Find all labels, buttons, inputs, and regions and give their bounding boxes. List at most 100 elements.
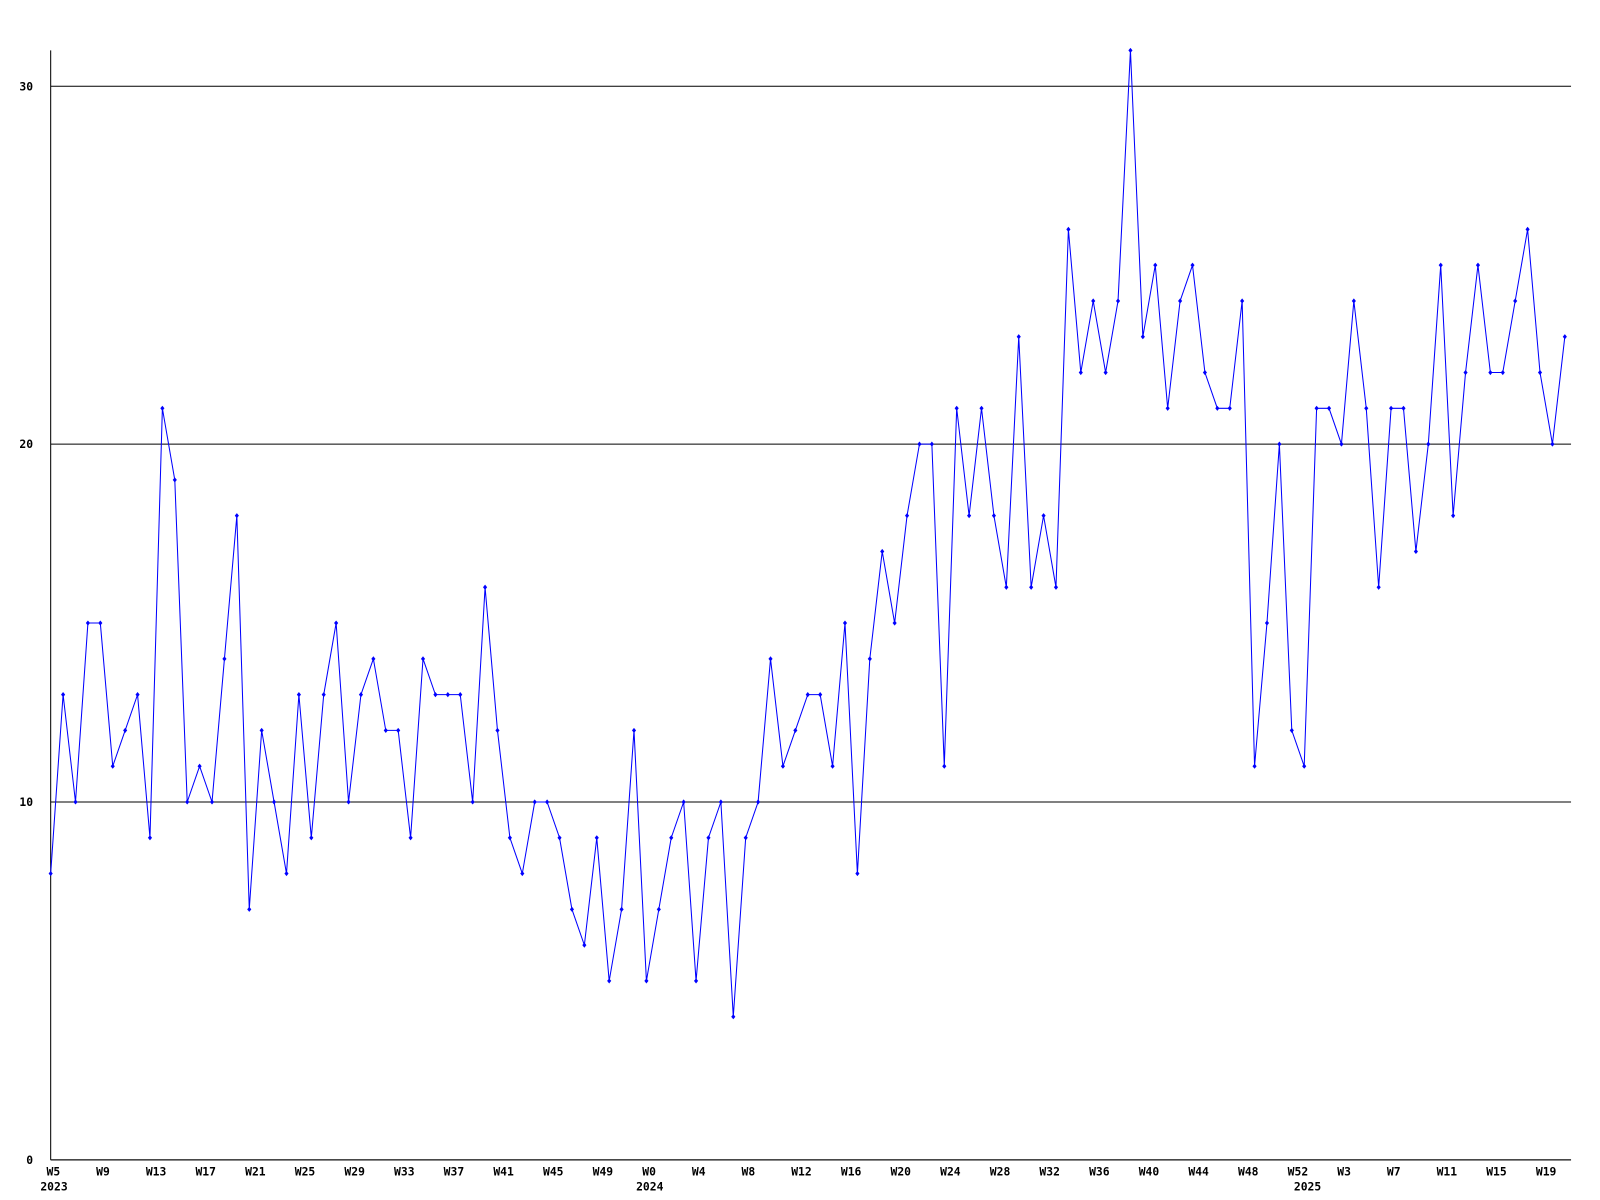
point — [892, 620, 897, 626]
point — [669, 835, 674, 841]
x-tick-label: W28 — [990, 1164, 1011, 1178]
point — [420, 656, 426, 662]
point — [644, 978, 649, 984]
point — [805, 692, 810, 698]
x-tick-label: W8 — [742, 1164, 756, 1178]
point — [594, 835, 599, 841]
point — [445, 692, 450, 698]
point — [1302, 763, 1307, 769]
point — [73, 799, 78, 805]
x-tick-label: W13 — [146, 1164, 167, 1178]
point — [1562, 334, 1567, 340]
point — [656, 906, 661, 912]
point — [1550, 441, 1555, 447]
point — [172, 477, 177, 483]
point — [768, 656, 773, 662]
point — [693, 978, 699, 984]
point — [1339, 441, 1344, 447]
x-tick-label: W44 — [1188, 1164, 1209, 1178]
point — [1389, 405, 1394, 411]
point — [756, 799, 761, 805]
x-tick-label: W16 — [841, 1164, 862, 1178]
point — [247, 906, 252, 912]
point — [582, 942, 587, 948]
point — [458, 692, 463, 698]
point — [979, 405, 984, 411]
point — [1115, 298, 1121, 304]
point — [1240, 298, 1245, 304]
point — [495, 727, 500, 733]
point — [383, 727, 388, 733]
point — [818, 692, 823, 698]
x-tick-label: W4 — [692, 1164, 706, 1178]
x-tick-label: W0 — [642, 1164, 656, 1178]
x-tick-label: W17 — [195, 1164, 216, 1178]
point — [569, 906, 575, 912]
x-tick-label: W41 — [493, 1164, 514, 1178]
point — [1103, 369, 1108, 376]
point — [1513, 298, 1518, 304]
point — [1202, 369, 1207, 376]
point — [1091, 298, 1096, 304]
point — [830, 763, 835, 769]
point — [408, 835, 413, 841]
point — [1041, 513, 1046, 519]
point — [917, 441, 922, 447]
x-tick-label: W24 — [940, 1164, 961, 1178]
point — [1364, 405, 1369, 411]
point — [1066, 226, 1071, 232]
point — [1153, 262, 1158, 268]
point — [222, 656, 227, 662]
x-tick-label: W52 — [1288, 1164, 1309, 1178]
point — [991, 513, 996, 519]
x-tick-label: W37 — [444, 1164, 465, 1178]
point — [309, 835, 314, 841]
point — [1537, 369, 1543, 376]
point — [867, 656, 872, 662]
x-tick-label: W12 — [791, 1164, 812, 1178]
point — [1475, 262, 1481, 268]
x-tick-label: W21 — [245, 1164, 266, 1178]
point — [1438, 262, 1443, 268]
point — [557, 835, 562, 841]
year-label: 2025 — [1294, 1180, 1322, 1194]
point — [942, 763, 947, 769]
x-tick-label: W48 — [1238, 1164, 1259, 1178]
x-tick-label: W5 — [47, 1164, 61, 1178]
point — [334, 620, 339, 626]
point — [904, 513, 910, 519]
point — [470, 799, 475, 805]
point — [358, 692, 364, 698]
point — [1016, 334, 1021, 340]
y-tick-label: 10 — [19, 795, 33, 809]
point — [1140, 334, 1145, 340]
point — [631, 727, 637, 733]
x-tick-label: W11 — [1437, 1164, 1458, 1178]
point — [967, 513, 972, 519]
x-tick-label: W9 — [96, 1164, 110, 1178]
point — [1351, 298, 1356, 304]
point — [954, 405, 959, 411]
point — [272, 799, 277, 805]
point — [731, 1014, 736, 1020]
point — [197, 763, 202, 769]
point — [1451, 513, 1456, 519]
point — [1078, 369, 1083, 376]
point — [98, 620, 103, 626]
point — [1252, 763, 1257, 769]
point — [1289, 727, 1294, 733]
point — [1053, 584, 1059, 590]
point — [259, 727, 264, 733]
point — [185, 799, 190, 805]
point — [1413, 548, 1418, 555]
point — [48, 870, 53, 877]
point — [1314, 405, 1319, 411]
point — [1401, 405, 1406, 411]
point — [123, 727, 128, 733]
point — [681, 799, 686, 805]
point — [545, 799, 550, 805]
point — [1326, 405, 1332, 411]
x-tick-label: W32 — [1039, 1164, 1060, 1178]
